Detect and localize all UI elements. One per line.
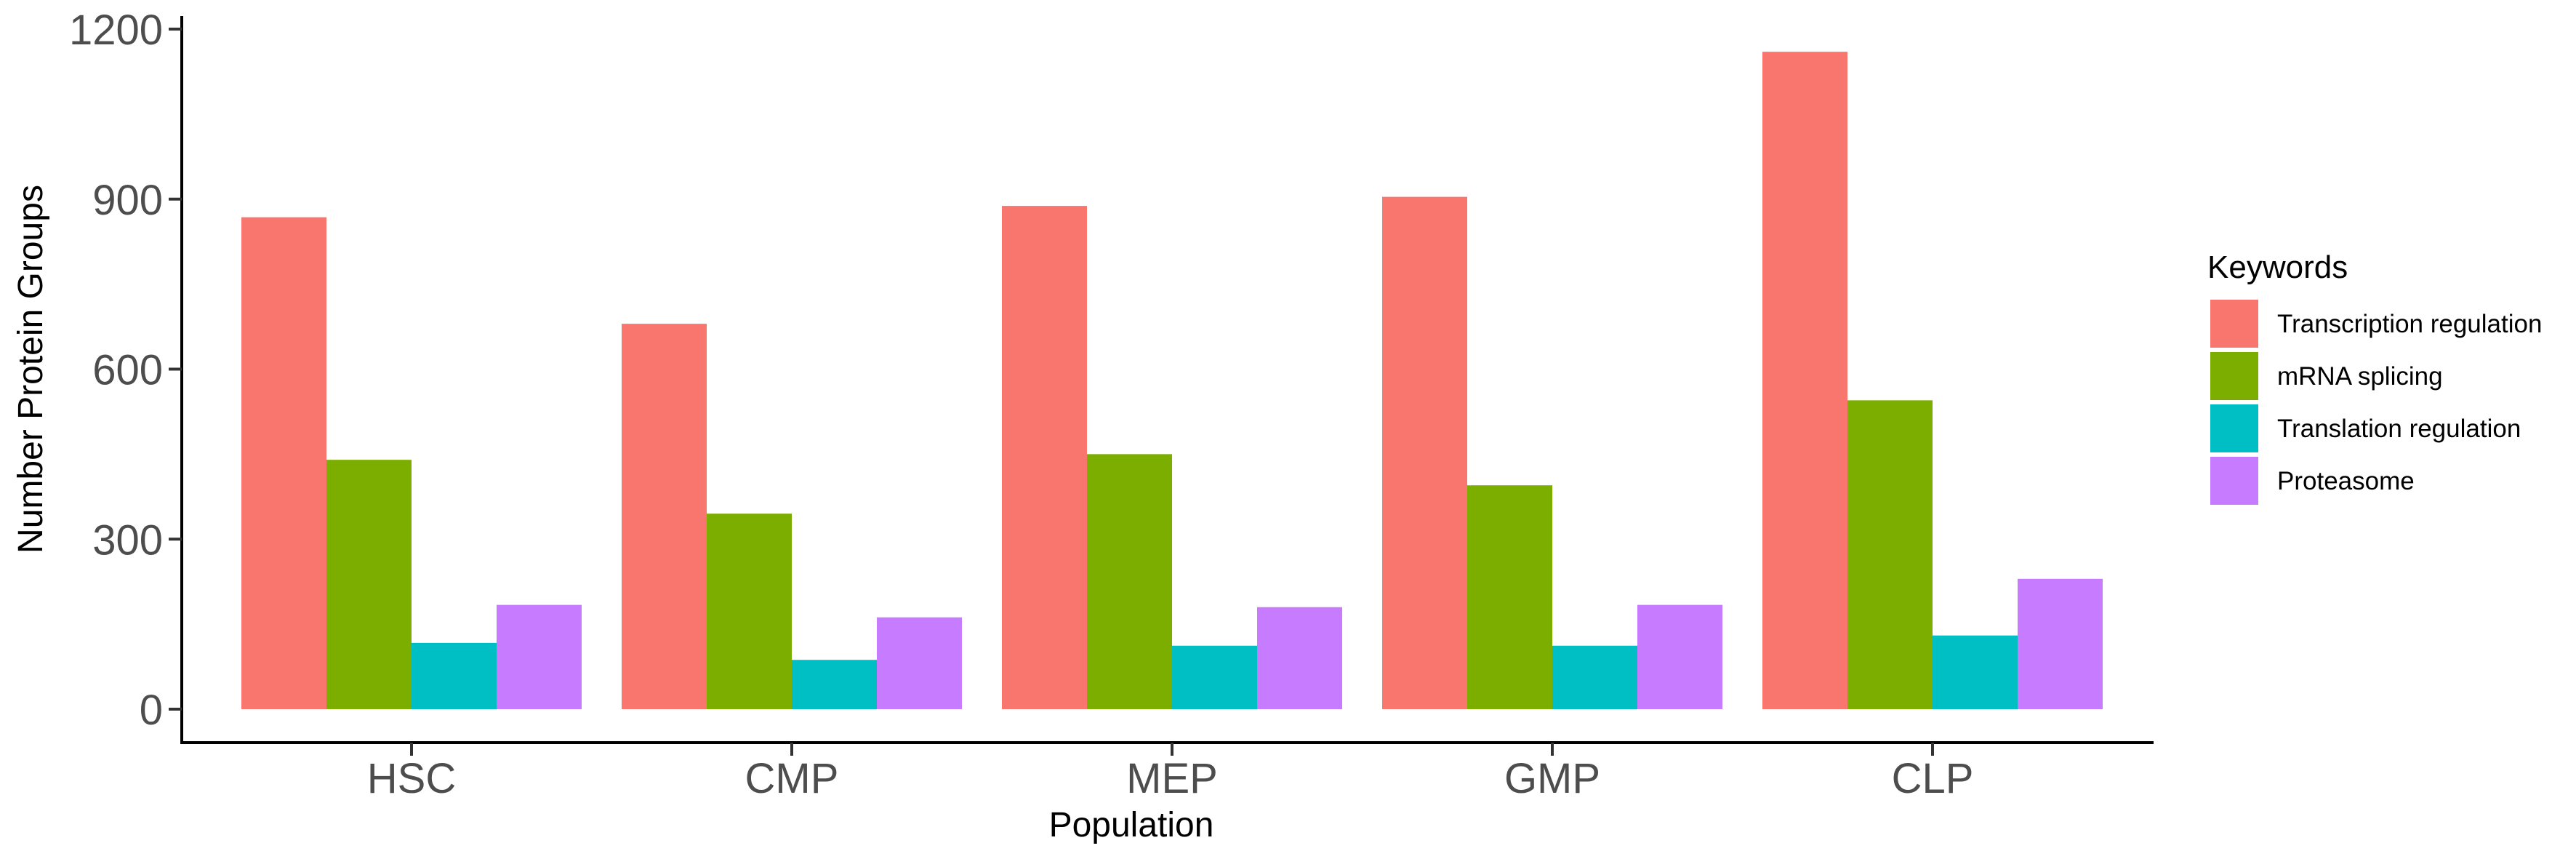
y-axis-title: Number Protein Groups <box>12 185 50 554</box>
bar-hsc-translation-regulation <box>412 642 497 709</box>
x-tick-label: MEP <box>1126 755 1218 802</box>
bar-clp-transcription-regulation <box>1762 52 1847 709</box>
bar-gmp-mrna-splicing <box>1467 485 1552 709</box>
bar-mep-transcription-regulation <box>1002 206 1087 710</box>
bar-hsc-transcription-regulation <box>241 217 326 709</box>
bar-clp-mrna-splicing <box>1847 400 1933 709</box>
x-ticks-group: HSC CMP MEP GMP CLP <box>367 743 1974 802</box>
x-axis-title: Population <box>1049 806 1214 844</box>
bar-mep-proteasome <box>1257 607 1342 709</box>
bar-hsc-mrna-splicing <box>326 460 412 709</box>
bar-cmp-mrna-splicing <box>707 514 792 709</box>
bar-cmp-transcription-regulation <box>622 324 707 710</box>
bar-cmp-proteasome <box>877 617 962 709</box>
legend-label: Transcription regulation <box>2277 310 2542 338</box>
x-tick-label: HSC <box>367 755 456 802</box>
legend-key-mrna-splicing <box>2210 352 2258 400</box>
y-ticks-group: 0 300 600 900 1200 <box>69 7 182 734</box>
legend-label: Translation regulation <box>2277 415 2521 443</box>
bar-gmp-translation-regulation <box>1552 645 1637 709</box>
bar-mep-mrna-splicing <box>1087 454 1172 709</box>
x-tick-label: CMP <box>745 755 839 802</box>
y-tick-label: 900 <box>92 177 163 224</box>
axes-group <box>180 16 2154 744</box>
x-tick-label: GMP <box>1504 755 1600 802</box>
bar-hsc-proteasome <box>497 604 582 709</box>
bar-gmp-proteasome <box>1637 604 1722 709</box>
y-tick-label: 600 <box>92 347 163 394</box>
y-tick-label: 0 <box>140 687 163 734</box>
legend-title: Keywords <box>2207 249 2348 285</box>
y-tick-label: 300 <box>92 516 163 564</box>
bar-gmp-transcription-regulation <box>1382 196 1467 710</box>
bar-mep-translation-regulation <box>1172 645 1257 709</box>
bar-cmp-translation-regulation <box>792 660 877 709</box>
legend-key-translation-regulation <box>2210 404 2258 452</box>
y-tick-label: 1200 <box>69 7 163 54</box>
legend-key-transcription-regulation <box>2210 300 2258 348</box>
bar-clp-translation-regulation <box>1933 635 2018 709</box>
legend-key-proteasome <box>2210 457 2258 505</box>
bars-group <box>241 52 2103 710</box>
legend-label: mRNA splicing <box>2277 362 2443 391</box>
legend-label: Proteasome <box>2277 467 2415 495</box>
legend: Keywords Transcription regulation mRNA sp… <box>2207 249 2542 505</box>
x-tick-label: CLP <box>1892 755 1974 802</box>
bar-clp-proteasome <box>2018 578 2103 709</box>
